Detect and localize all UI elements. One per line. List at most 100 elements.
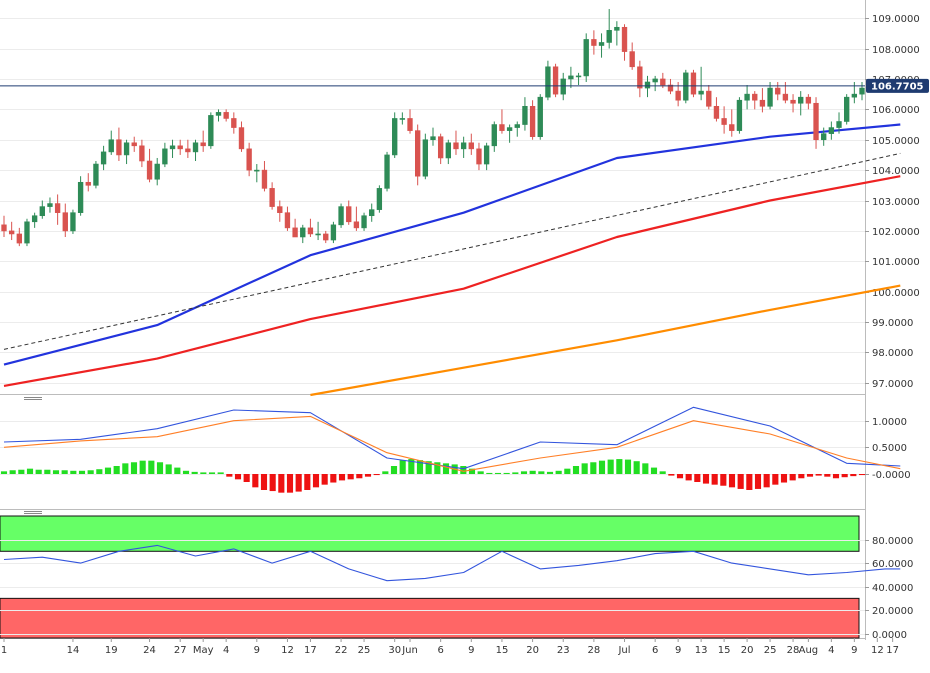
candle-body xyxy=(376,188,383,210)
candle xyxy=(575,72,582,86)
macd-histogram-bar xyxy=(226,474,233,477)
rsi-y-tick-label: 0.0000 xyxy=(872,630,907,641)
candle-body xyxy=(637,66,643,89)
candle-body xyxy=(437,136,444,159)
candle xyxy=(154,157,160,186)
current-price-label: 106.7705 xyxy=(871,81,924,92)
macd-histogram-bar xyxy=(616,459,623,474)
price-y-tick-label: 102.0000 xyxy=(872,227,920,238)
candle xyxy=(683,69,689,104)
candle xyxy=(598,33,605,58)
x-tick-label: 24 xyxy=(143,645,156,656)
macd-histogram-bar xyxy=(789,474,796,481)
macd-histogram-bar xyxy=(70,470,77,474)
candle xyxy=(146,148,153,183)
candle xyxy=(361,212,367,231)
price-y-tick-label: 97.0000 xyxy=(872,379,913,390)
candle-body xyxy=(8,230,15,235)
macd-histogram-bar xyxy=(711,474,718,485)
candle xyxy=(392,112,398,158)
macd-histogram-bar xyxy=(668,474,675,476)
candle xyxy=(614,21,620,46)
macd-histogram-bar xyxy=(165,464,172,474)
candle xyxy=(70,209,76,234)
candle-body xyxy=(698,90,704,95)
candle-body xyxy=(805,96,812,104)
candle xyxy=(415,124,421,186)
candle xyxy=(698,66,704,101)
candle-body xyxy=(445,142,451,159)
candle xyxy=(346,200,352,225)
candle-body xyxy=(100,151,107,165)
candle xyxy=(47,197,53,213)
macd-histogram-bar xyxy=(581,463,588,474)
candle xyxy=(729,109,735,137)
rsi-oversold-zone xyxy=(0,597,860,639)
candle-body xyxy=(690,72,697,95)
macd-histogram-bar xyxy=(633,461,640,474)
candle xyxy=(323,230,329,244)
candle-body xyxy=(468,142,474,150)
macd-histogram-bar xyxy=(347,474,354,480)
moving-average-line xyxy=(310,284,901,397)
candle-body xyxy=(238,127,245,150)
x-tick-label: 12 xyxy=(871,645,884,656)
rsi-y-tick-label: 80.0000 xyxy=(872,536,913,547)
candle xyxy=(813,97,819,149)
candle xyxy=(821,127,827,146)
macd-histogram-bar xyxy=(572,466,580,474)
candle xyxy=(215,109,222,122)
macd-histogram-bar xyxy=(460,466,467,474)
macd-y-tick-label: -0.0000 xyxy=(872,470,911,481)
candle-body xyxy=(338,206,344,226)
candle-body xyxy=(545,66,551,98)
candle xyxy=(369,203,375,222)
candle xyxy=(522,97,528,131)
candle-body xyxy=(476,148,482,165)
candle-body xyxy=(223,112,229,119)
candle-body xyxy=(407,118,413,131)
x-tick-label: 9 xyxy=(675,645,681,656)
candle-body xyxy=(453,142,459,150)
candle-body xyxy=(775,87,781,95)
x-tick-label: 6 xyxy=(437,645,443,656)
x-tick-label: 30 xyxy=(388,645,401,656)
rsi-layer: 80.0000 60.0000 40.0000 20.0000 0.0000 xyxy=(0,515,913,641)
candle-body xyxy=(813,102,819,141)
macd-histogram-bar xyxy=(468,468,476,474)
candle xyxy=(246,142,252,177)
candle-body xyxy=(744,93,750,101)
candle-body xyxy=(62,212,68,232)
divider-grip-2[interactable] xyxy=(24,511,42,514)
candle xyxy=(460,136,467,158)
divider-grip-1[interactable] xyxy=(24,397,42,400)
macd-histogram-bar xyxy=(156,462,164,474)
candle-body xyxy=(506,127,513,131)
x-tick-label: 15 xyxy=(496,645,509,656)
candle-body xyxy=(621,26,628,52)
candle xyxy=(292,218,298,238)
macd-histogram-bar xyxy=(330,474,337,483)
candle-body xyxy=(851,93,858,98)
macd-histogram-bar xyxy=(442,463,450,474)
candle xyxy=(644,75,651,98)
x-tick-label: 25 xyxy=(764,645,777,656)
macd-histogram-bar xyxy=(312,474,320,488)
candle xyxy=(384,151,390,192)
candle-body xyxy=(575,75,582,78)
candle-body xyxy=(790,99,796,104)
macd-y-tick-label: 0.5000 xyxy=(872,443,907,454)
macd-histogram-bar xyxy=(434,462,441,474)
candle-body xyxy=(844,96,850,122)
candle xyxy=(231,112,237,134)
candle xyxy=(836,112,842,134)
candle xyxy=(591,30,597,55)
candle xyxy=(529,100,536,140)
candle xyxy=(514,121,520,137)
candle xyxy=(652,75,658,92)
candle-body xyxy=(614,26,620,31)
macd-histogram-bar xyxy=(503,472,510,474)
candle-body xyxy=(146,160,153,180)
candle xyxy=(775,81,781,101)
